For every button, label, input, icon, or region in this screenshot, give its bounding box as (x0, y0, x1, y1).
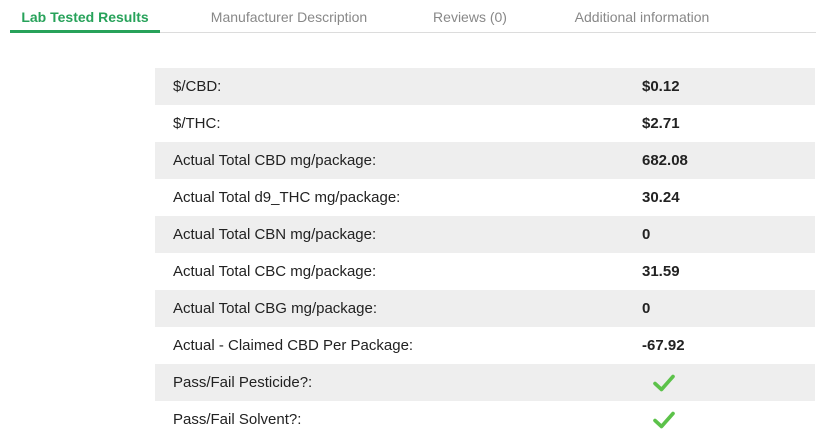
table-row: $/CBD: $0.12 (155, 68, 815, 105)
row-value: 0 (642, 300, 651, 317)
row-label: Actual Total CBC mg/package: (173, 263, 377, 280)
row-label: Pass/Fail Solvent?: (173, 411, 302, 428)
row-label: Actual Total CBN mg/package: (173, 226, 377, 243)
table-row: Actual Total CBG mg/package: 0 (155, 290, 815, 327)
row-value: $0.12 (642, 78, 680, 95)
lab-results-table: $/CBD: $0.12 $/THC: $2.71 Actual Total C… (155, 68, 815, 438)
table-row: Actual - Claimed CBD Per Package: -67.92 (155, 327, 815, 364)
row-label: Actual Total CBG mg/package: (173, 300, 377, 317)
table-row: Actual Total CBC mg/package: 31.59 (155, 253, 815, 290)
row-label: Pass/Fail Pesticide?: (173, 374, 313, 391)
tab-manufacturer-description[interactable]: Manufacturer Description (210, 9, 368, 25)
tab-additional-information[interactable]: Additional information (574, 9, 710, 25)
row-label: $/THC: (173, 115, 221, 132)
table-row: Actual Total CBN mg/package: 0 (155, 216, 815, 253)
row-value: 0 (642, 226, 651, 243)
checkmark-icon (653, 374, 675, 392)
row-value: -67.92 (642, 337, 685, 354)
row-value: 31.59 (642, 263, 680, 280)
row-label: $/CBD: (173, 78, 222, 95)
table-row: Pass/Fail Pesticide?: (155, 364, 815, 401)
row-value: $2.71 (642, 115, 680, 132)
table-row: Actual Total CBD mg/package: 682.08 (155, 142, 815, 179)
table-row: Pass/Fail Solvent?: (155, 401, 815, 438)
table-row: $/THC: $2.71 (155, 105, 815, 142)
table-row: Actual Total d9_THC mg/package: 30.24 (155, 179, 815, 216)
row-label: Actual - Claimed CBD Per Package: (173, 337, 414, 354)
row-label: Actual Total d9_THC mg/package: (173, 189, 401, 206)
row-label: Actual Total CBD mg/package: (173, 152, 377, 169)
row-value: 682.08 (642, 152, 688, 169)
tab-reviews[interactable]: Reviews (0) (433, 9, 507, 25)
product-tabs: Lab Tested Results Manufacturer Descript… (10, 0, 816, 33)
tab-lab-tested-results[interactable]: Lab Tested Results (10, 0, 160, 33)
row-value: 30.24 (642, 189, 680, 206)
checkmark-icon (653, 411, 675, 429)
